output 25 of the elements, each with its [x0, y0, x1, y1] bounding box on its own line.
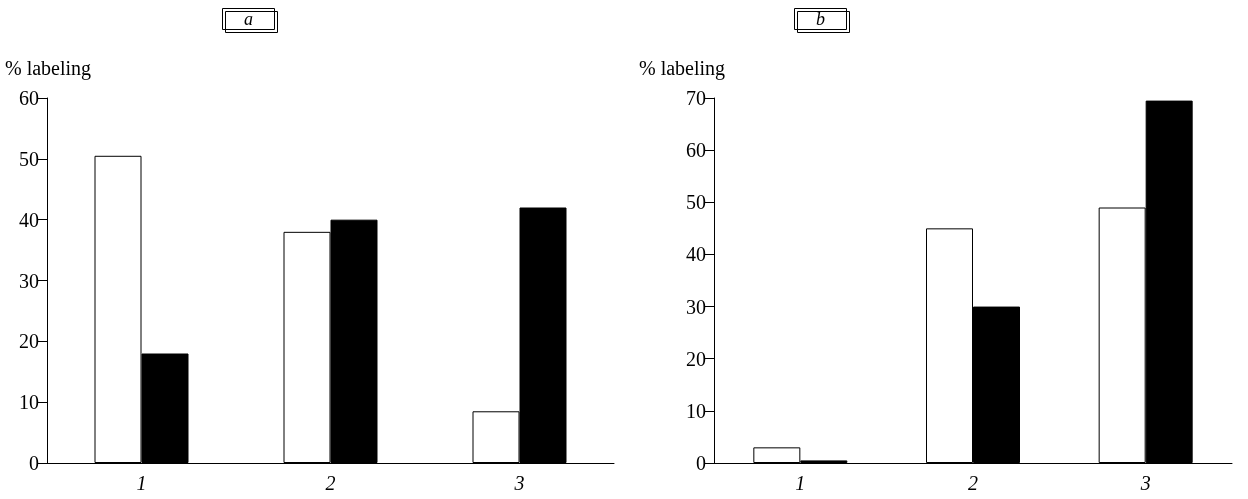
x-tick-label: 3 [1139, 472, 1151, 494]
y-tick-label: 50 [686, 191, 706, 214]
y-tick-label: 70 [686, 87, 706, 109]
y-tick-label: 50 [19, 147, 39, 170]
y-axis-title: % labeling [639, 57, 726, 80]
x-tick-label: 3 [513, 472, 525, 494]
y-tick-label: 30 [686, 295, 706, 318]
x-tick-label: 2 [968, 472, 978, 494]
y-tick-label: 10 [19, 391, 39, 414]
y-tick-label: 0 [29, 452, 39, 474]
chart-title: a [244, 9, 253, 29]
y-tick-label: 40 [19, 208, 39, 231]
y-axis-title: % labeling [5, 57, 92, 80]
y-tick-label: 60 [19, 87, 39, 109]
y-tick-label: 20 [19, 330, 39, 353]
x-tick-label: 1 [795, 472, 806, 494]
x-tick-label: 1 [136, 472, 147, 494]
y-tick-label: 10 [686, 399, 706, 422]
y-tick-label: 40 [686, 243, 706, 266]
y-tick-label: 30 [19, 269, 39, 292]
y-tick-label: 0 [696, 452, 706, 474]
y-tick-label: 60 [686, 139, 706, 162]
x-tick-label: 2 [325, 472, 336, 494]
y-tick-label: 20 [686, 347, 706, 370]
chart-title: b [816, 9, 825, 29]
